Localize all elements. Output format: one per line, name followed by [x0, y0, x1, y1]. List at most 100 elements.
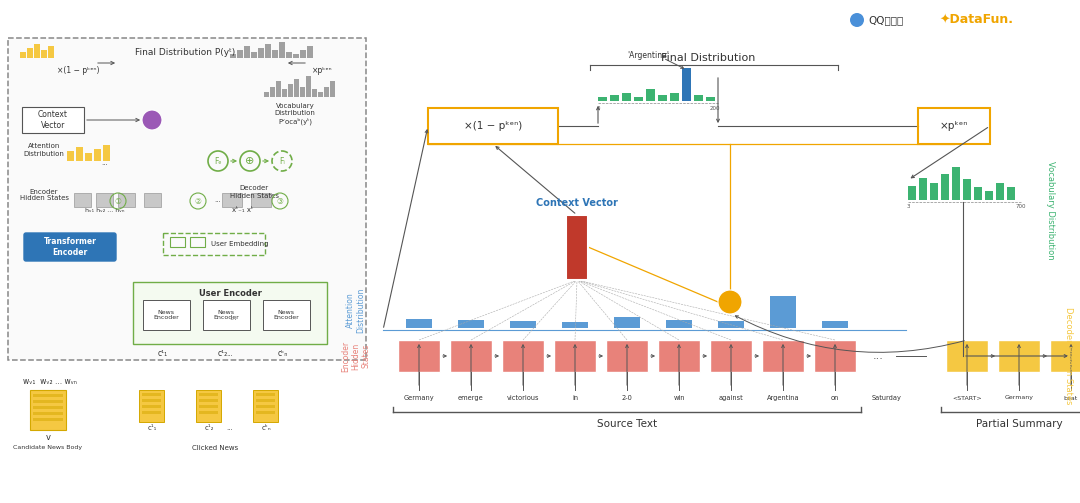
Bar [1007, 187, 1015, 200]
Text: Germany: Germany [1004, 395, 1034, 400]
Bar [33, 394, 63, 397]
Bar [33, 412, 63, 415]
Text: in: in [572, 395, 578, 401]
Bar [822, 321, 848, 328]
Bar [33, 418, 63, 421]
Bar [199, 393, 218, 396]
Circle shape [141, 110, 162, 130]
Bar [33, 406, 63, 409]
Text: beat: beat [1064, 395, 1078, 400]
Text: <START>: <START> [953, 395, 982, 400]
Bar [272, 50, 278, 58]
Text: ⊕: ⊕ [245, 156, 255, 166]
Text: User Encoder: User Encoder [199, 289, 261, 297]
Bar [510, 321, 536, 328]
Text: Fᵢ: Fᵢ [279, 156, 285, 165]
Text: xᵗ₋₁ xᵗ: xᵗ₋₁ xᵗ [232, 207, 254, 213]
Bar [502, 340, 544, 372]
Text: ...: ... [229, 313, 237, 322]
Bar [279, 42, 284, 58]
Bar [566, 215, 588, 280]
Text: 3: 3 [906, 205, 909, 210]
Bar [8, 38, 366, 360]
Bar [190, 237, 205, 247]
Text: User Embedding: User Embedding [212, 241, 269, 247]
Text: victorious: victorious [507, 395, 539, 401]
Bar [681, 68, 691, 101]
Bar [21, 52, 26, 58]
Bar [312, 89, 316, 97]
Bar [406, 318, 432, 328]
Bar [399, 340, 440, 372]
Bar [33, 44, 40, 58]
Bar [930, 183, 939, 200]
Bar [199, 405, 218, 408]
Text: ✦DataFun.: ✦DataFun. [940, 14, 1014, 27]
Bar [919, 178, 927, 200]
Text: News
Encoder: News Encoder [153, 310, 179, 320]
Bar [330, 81, 335, 97]
Bar [918, 108, 990, 144]
Text: ...: ... [102, 160, 108, 166]
Text: Encoder
Hidden
States: Encoder Hidden States [341, 341, 370, 372]
Text: ...: ... [227, 351, 233, 357]
Bar [264, 92, 269, 97]
Text: win: win [673, 395, 685, 401]
Bar [300, 87, 305, 97]
Bar [203, 300, 249, 330]
Bar [282, 89, 286, 97]
Text: News
Encoder: News Encoder [213, 310, 239, 320]
Bar [658, 95, 667, 101]
Bar [963, 179, 971, 200]
Bar [222, 193, 242, 207]
Text: News
Encoder: News Encoder [273, 310, 299, 320]
Bar [253, 390, 278, 422]
Bar [170, 237, 185, 247]
Text: v: v [45, 433, 51, 442]
Bar [133, 282, 327, 344]
Text: against: against [718, 395, 743, 401]
Bar [256, 405, 275, 408]
Bar [974, 187, 982, 200]
Bar [276, 81, 281, 97]
Text: Decoder
Hidden States: Decoder Hidden States [229, 186, 279, 199]
Text: wᵥ₁  wᵥ₂ ... wᵥₙ: wᵥ₁ wᵥ₂ ... wᵥₙ [23, 377, 77, 386]
Bar [814, 340, 856, 372]
Text: ×(1 − pᵏᵉⁿ): ×(1 − pᵏᵉⁿ) [464, 121, 522, 131]
Bar [195, 390, 221, 422]
Bar [163, 233, 265, 255]
Text: Fₑ: Fₑ [214, 156, 221, 165]
Bar [258, 48, 264, 58]
Text: Context Vector: Context Vector [536, 198, 618, 208]
Text: ×(1 − pᵏᵉⁿ): ×(1 − pᵏᵉⁿ) [57, 65, 99, 74]
Text: Source Text: Source Text [597, 419, 657, 429]
Bar [606, 340, 648, 372]
Bar [908, 186, 916, 200]
Text: emerge: emerge [458, 395, 484, 401]
Text: c¹₂: c¹₂ [218, 350, 228, 359]
Text: on: on [831, 395, 839, 401]
Bar [666, 319, 692, 328]
Bar [996, 183, 1004, 200]
Text: 'Argentina': 'Argentina' [627, 50, 669, 59]
Bar [141, 399, 161, 402]
Bar [237, 50, 243, 58]
Bar [141, 393, 161, 396]
Text: Final Distribution P(yᵗ): Final Distribution P(yᵗ) [135, 47, 235, 56]
Bar [264, 300, 310, 330]
Bar [324, 87, 328, 97]
Bar [622, 93, 631, 101]
Bar [554, 340, 596, 372]
Text: ×pᵏᵉⁿ: ×pᵏᵉⁿ [312, 65, 333, 74]
Text: Attention
Distribution: Attention Distribution [347, 287, 366, 332]
Bar [306, 76, 311, 97]
Text: ①: ① [114, 197, 121, 206]
Bar [694, 95, 703, 101]
Bar [251, 193, 271, 207]
Circle shape [850, 13, 864, 27]
Bar [458, 320, 484, 328]
Bar [286, 52, 292, 58]
Bar [985, 191, 993, 200]
Bar [27, 48, 32, 58]
Bar [199, 411, 218, 414]
